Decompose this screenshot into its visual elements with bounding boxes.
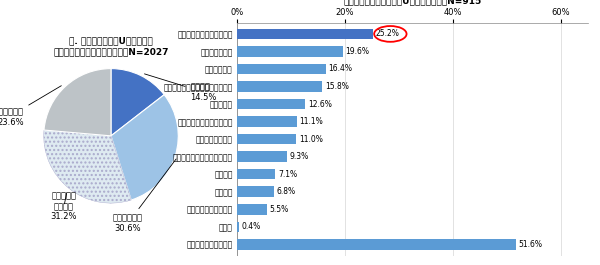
Bar: [237, 239, 515, 250]
Wedge shape: [44, 69, 111, 136]
Text: 【地方出身の出身県外居住者】N=2027: 【地方出身の出身県外居住者】N=2027: [53, 47, 169, 56]
Bar: [237, 134, 296, 144]
Text: 11.0%: 11.0%: [299, 135, 323, 144]
Text: 9.3%: 9.3%: [290, 152, 309, 161]
Text: 図. 出身市町村へのUターン希望: 図. 出身市町村へのUターン希望: [69, 36, 153, 45]
Wedge shape: [44, 130, 131, 203]
Text: 戻りたくない
23.6%: 戻りたくない 23.6%: [0, 86, 61, 127]
Bar: [237, 29, 373, 39]
Text: 12.6%: 12.6%: [308, 100, 332, 109]
Text: 19.6%: 19.6%: [346, 47, 370, 56]
Bar: [237, 81, 322, 92]
Text: やや戻りたい
30.6%: やや戻りたい 30.6%: [113, 159, 176, 233]
Bar: [237, 222, 239, 232]
Text: 戻りたい
14.5%: 戻りたい 14.5%: [145, 74, 217, 102]
Bar: [237, 187, 274, 197]
Text: 0.4%: 0.4%: [242, 222, 261, 231]
Bar: [237, 64, 326, 74]
Text: 6.8%: 6.8%: [277, 187, 296, 196]
Bar: [237, 46, 343, 57]
Wedge shape: [111, 69, 164, 136]
Bar: [237, 151, 287, 162]
Wedge shape: [111, 95, 178, 200]
Text: 15.8%: 15.8%: [325, 82, 349, 91]
Text: 16.4%: 16.4%: [328, 64, 352, 73]
Bar: [237, 116, 297, 127]
Text: 25.2%: 25.2%: [376, 29, 400, 38]
Text: 7.1%: 7.1%: [278, 170, 297, 179]
Bar: [237, 169, 275, 179]
Bar: [237, 99, 305, 109]
Text: あまり戻り
たくない
31.2%: あまり戻り たくない 31.2%: [50, 192, 77, 221]
Text: 51.6%: 51.6%: [518, 240, 542, 249]
Text: 11.1%: 11.1%: [299, 117, 323, 126]
Bar: [237, 204, 266, 215]
Title: 図　Uターンするために希望する行政支援（複数回答）
【出身県外居住者のうちUターン希望者】N=915: 図 Uターンするために希望する行政支援（複数回答） 【出身県外居住者のうちUター…: [343, 0, 482, 5]
Text: 5.5%: 5.5%: [269, 205, 289, 214]
